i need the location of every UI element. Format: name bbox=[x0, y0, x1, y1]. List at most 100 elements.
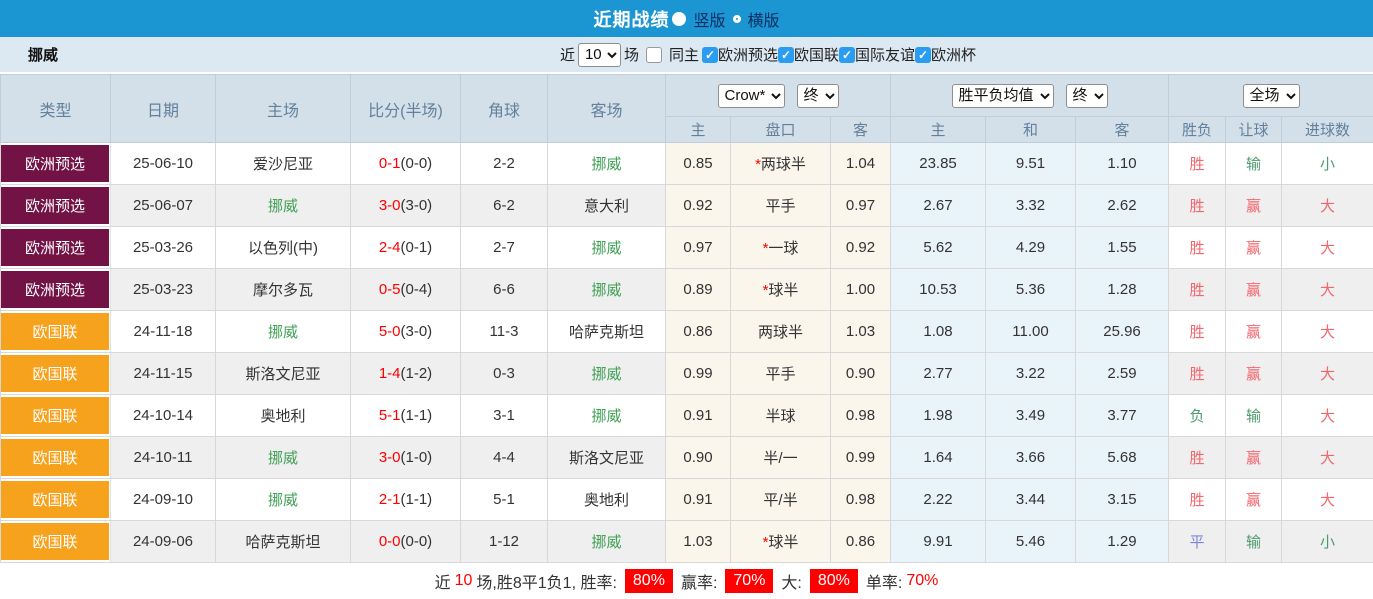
radio-horizontal-icon[interactable] bbox=[733, 15, 741, 23]
odds-state-select-2[interactable]: 终 bbox=[1066, 84, 1108, 108]
competition-checkbox-label[interactable]: 国际友谊 bbox=[855, 44, 915, 65]
filter-bar: 挪威 近 10 场 同主 ✓欧洲预选✓欧国联✓国际友谊✓欧洲杯 bbox=[0, 37, 1373, 74]
result-goals: 大 bbox=[1282, 353, 1373, 395]
odds-home-value: 0.92 bbox=[666, 185, 731, 227]
home-team: 摩尔多瓦 bbox=[216, 269, 351, 311]
match-date: 24-09-06 bbox=[111, 521, 216, 563]
competition-badge-cell: 欧洲预选 bbox=[1, 143, 111, 185]
avg-home-value: 1.98 bbox=[891, 395, 986, 437]
competition-checkbox-label[interactable]: 欧国联 bbox=[794, 44, 839, 65]
odds-home-value: 0.91 bbox=[666, 479, 731, 521]
home-team: 哈萨克斯坦 bbox=[216, 521, 351, 563]
result-winloss: 胜 bbox=[1169, 227, 1226, 269]
halftime-score: (0-4) bbox=[401, 281, 433, 298]
odds-state-select-1[interactable]: 终 bbox=[797, 84, 839, 108]
fulltime-score: 2-1 bbox=[379, 491, 401, 508]
halftime-score: (1-1) bbox=[401, 407, 433, 424]
avg-home-value: 9.91 bbox=[891, 521, 986, 563]
big-rate-badge: 80% bbox=[810, 569, 858, 593]
table-row: 欧国联 24-10-14 奥地利 5-1(1-1) 3-1 挪威 0.91 半球… bbox=[1, 395, 1373, 437]
scope-select[interactable]: 全场 bbox=[1243, 84, 1300, 108]
competition-badge: 欧国联 bbox=[1, 481, 109, 518]
radio-vertical-icon[interactable] bbox=[672, 12, 686, 26]
same-home-checkbox[interactable] bbox=[646, 47, 662, 63]
corner-score: 3-1 bbox=[461, 395, 548, 437]
away-team: 挪威 bbox=[548, 269, 666, 311]
matches-label: 场 bbox=[624, 44, 639, 65]
result-goals: 大 bbox=[1282, 269, 1373, 311]
subcol-avg-draw: 和 bbox=[986, 117, 1076, 143]
result-handicap: 赢 bbox=[1226, 353, 1282, 395]
result-goals: 大 bbox=[1282, 437, 1373, 479]
avg-type-select[interactable]: 胜平负均值 bbox=[952, 84, 1054, 108]
odds-away-value: 0.98 bbox=[831, 479, 891, 521]
avg-away-value: 2.62 bbox=[1076, 185, 1169, 227]
competition-badge-cell: 欧国联 bbox=[1, 521, 111, 563]
fulltime-score: 3-0 bbox=[379, 449, 401, 466]
avg-home-value: 2.22 bbox=[891, 479, 986, 521]
col-header-type: 类型 bbox=[1, 75, 111, 143]
avg-home-value: 1.08 bbox=[891, 311, 986, 353]
col-header-corner: 角球 bbox=[461, 75, 548, 143]
result-winloss: 胜 bbox=[1169, 269, 1226, 311]
competition-checkbox-label[interactable]: 欧洲预选 bbox=[718, 44, 778, 65]
handicap-value: *两球半 bbox=[731, 143, 831, 185]
fulltime-score: 1-4 bbox=[379, 365, 401, 382]
radio-vertical-label[interactable]: 竖版 bbox=[693, 7, 725, 31]
halftime-score: (0-1) bbox=[401, 239, 433, 256]
match-date: 24-09-10 bbox=[111, 479, 216, 521]
home-team: 挪威 bbox=[216, 185, 351, 227]
score-cell: 0-1(0-0) bbox=[351, 143, 461, 185]
col-header-away: 客场 bbox=[548, 75, 666, 143]
radio-horizontal-label[interactable]: 横版 bbox=[748, 7, 780, 31]
table-row: 欧洲预选 25-06-10 爱沙尼亚 0-1(0-0) 2-2 挪威 0.85 … bbox=[1, 143, 1373, 185]
handicap-value: *一球 bbox=[731, 227, 831, 269]
corner-score: 4-4 bbox=[461, 437, 548, 479]
away-team: 斯洛文尼亚 bbox=[548, 437, 666, 479]
competition-badge-cell: 欧洲预选 bbox=[1, 185, 111, 227]
halftime-score: (3-0) bbox=[401, 197, 433, 214]
corner-score: 5-1 bbox=[461, 479, 548, 521]
table-row: 欧国联 24-11-18 挪威 5-0(3-0) 11-3 哈萨克斯坦 0.86… bbox=[1, 311, 1373, 353]
home-team: 爱沙尼亚 bbox=[216, 143, 351, 185]
home-team: 挪威 bbox=[216, 437, 351, 479]
single-rate-value: 70% bbox=[906, 572, 938, 590]
result-goals: 大 bbox=[1282, 479, 1373, 521]
away-team: 意大利 bbox=[548, 185, 666, 227]
result-handicap: 赢 bbox=[1226, 479, 1282, 521]
competition-badge-cell: 欧洲预选 bbox=[1, 269, 111, 311]
odds-company-select[interactable]: Crow* bbox=[718, 84, 785, 108]
avg-home-value: 1.64 bbox=[891, 437, 986, 479]
competition-checkbox[interactable]: ✓ bbox=[778, 47, 794, 63]
avg-away-value: 2.59 bbox=[1076, 353, 1169, 395]
score-cell: 3-0(3-0) bbox=[351, 185, 461, 227]
match-date: 24-11-15 bbox=[111, 353, 216, 395]
result-handicap: 赢 bbox=[1226, 311, 1282, 353]
competition-checkbox[interactable]: ✓ bbox=[839, 47, 855, 63]
avg-selects-cell: 胜平负均值 终 bbox=[891, 75, 1169, 117]
odds-away-value: 1.03 bbox=[831, 311, 891, 353]
away-team: 挪威 bbox=[548, 227, 666, 269]
competition-badge: 欧国联 bbox=[1, 313, 109, 350]
avg-away-value: 5.68 bbox=[1076, 437, 1169, 479]
result-goals: 小 bbox=[1282, 521, 1373, 563]
competition-filters: ✓欧洲预选✓欧国联✓国际友谊✓欧洲杯 bbox=[702, 44, 976, 65]
subcol-odds-away: 客 bbox=[831, 117, 891, 143]
halftime-score: (0-0) bbox=[401, 155, 433, 172]
fulltime-score: 5-1 bbox=[379, 407, 401, 424]
home-team: 以色列(中) bbox=[216, 227, 351, 269]
handicap-value: *球半 bbox=[731, 269, 831, 311]
avg-draw-value: 3.49 bbox=[986, 395, 1076, 437]
odds-away-value: 0.99 bbox=[831, 437, 891, 479]
result-goals: 大 bbox=[1282, 395, 1373, 437]
handicap-text: 平手 bbox=[765, 366, 795, 383]
competition-checkbox[interactable]: ✓ bbox=[915, 47, 931, 63]
subcol-handicap-result: 让球 bbox=[1226, 117, 1282, 143]
competition-checkbox[interactable]: ✓ bbox=[702, 47, 718, 63]
odds-away-value: 1.04 bbox=[831, 143, 891, 185]
match-date: 25-06-10 bbox=[111, 143, 216, 185]
recent-count-select[interactable]: 10 bbox=[578, 43, 621, 67]
result-handicap: 输 bbox=[1226, 395, 1282, 437]
halftime-score: (0-0) bbox=[401, 533, 433, 550]
competition-checkbox-label[interactable]: 欧洲杯 bbox=[931, 44, 976, 65]
